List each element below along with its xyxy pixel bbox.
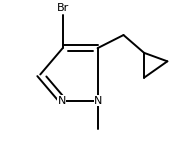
- Text: N: N: [58, 96, 66, 106]
- Text: N: N: [94, 96, 103, 106]
- Text: Br: Br: [57, 3, 69, 13]
